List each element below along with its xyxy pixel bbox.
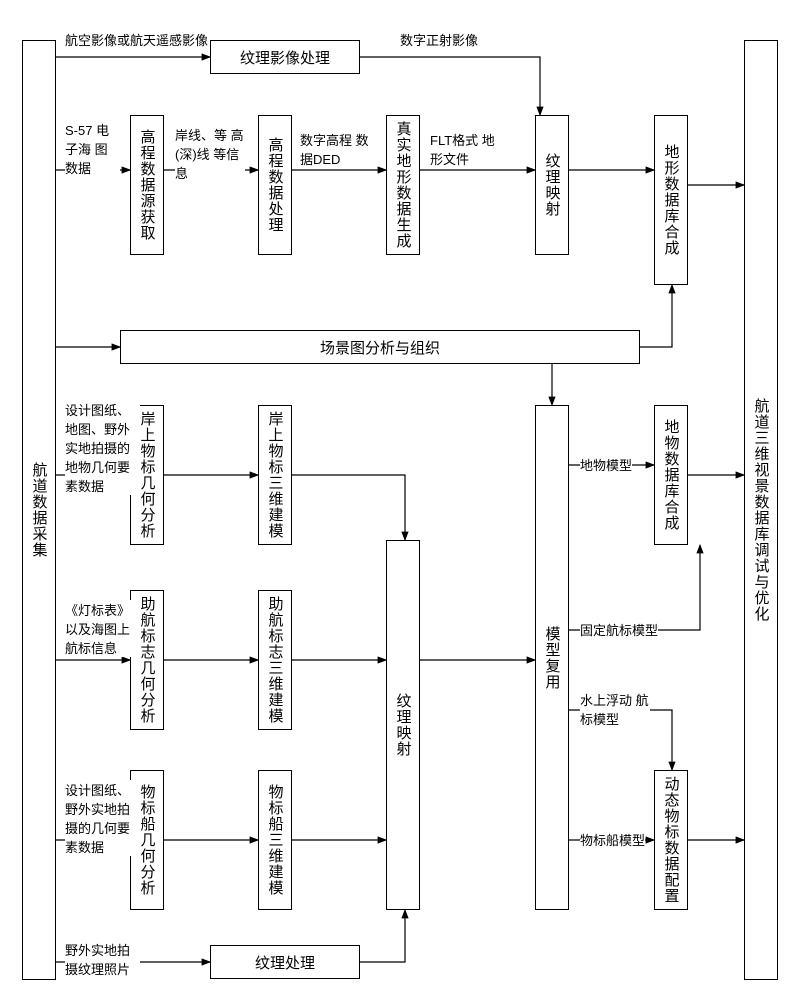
box-label-shore_3d: 岸上物标三维建模 — [265, 411, 286, 539]
arrow — [360, 910, 405, 962]
box-out: 航道三维视景数据库调试与优化 — [744, 40, 778, 980]
arrow — [360, 57, 540, 115]
box-ship_3d: 物标船三维建模 — [258, 770, 292, 910]
label-l_ortho: 数字正射影像 — [400, 30, 478, 49]
box-feat_db: 地物数据库合成 — [654, 405, 688, 545]
box-label-nav_3d: 助航标志三维建模 — [265, 596, 286, 724]
box-texhandle: 纹理处理 — [210, 945, 360, 979]
label-l_fixed: 固定航标模型 — [580, 620, 658, 639]
box-label-out: 航道三维视景数据库调试与优化 — [751, 398, 772, 622]
box-elev_src: 高程数据源获取 — [130, 115, 164, 255]
box-label-texmap2: 纹理映射 — [393, 693, 414, 757]
label-l_feat: 地物模型 — [580, 455, 632, 474]
box-label-feat_db: 地物数据库合成 — [661, 419, 682, 531]
label-l_photo: 野外实地拍 摄纹理照片 — [65, 940, 140, 978]
arrow — [292, 475, 405, 540]
box-src: 航道数据采集 — [22, 40, 56, 980]
box-dyn_cfg: 动态物标数据配置 — [654, 770, 688, 910]
box-terr_gen: 真实地形数据生成 — [386, 115, 420, 255]
label-l_contour: 岸线、等 高(深)线 等信息 — [175, 125, 245, 182]
box-label-terr_db: 地形数据库合成 — [661, 144, 682, 256]
box-texmap2: 纹理映射 — [386, 540, 420, 910]
label-l_shipm: 物标船模型 — [580, 830, 645, 849]
label-l_float: 水上浮动 航标模型 — [580, 690, 650, 728]
box-reuse: 模型复用 — [535, 405, 569, 910]
label-l_s57: S-57 电子海 图数据 — [65, 120, 120, 177]
label-l_aerial: 航空影像或航天遥感影像 — [65, 30, 208, 49]
box-nav_3d: 助航标志三维建模 — [258, 590, 292, 730]
box-terr_db: 地形数据库合成 — [654, 115, 688, 285]
box-shore_3d: 岸上物标三维建模 — [258, 405, 292, 545]
label-l_light: 《灯标表》 以及海图上 航标信息 — [65, 600, 140, 657]
label-l_flt: FLT格式 地形文件 — [430, 130, 500, 168]
box-label-ship_3d: 物标船三维建模 — [265, 784, 286, 896]
box-elev_proc: 高程数据处理 — [258, 115, 292, 255]
box-label-elev_src: 高程数据源获取 — [137, 129, 158, 241]
box-label-src: 航道数据采集 — [29, 462, 50, 558]
box-label-texhandle: 纹理处理 — [251, 950, 319, 975]
box-label-texmap1: 纹理映射 — [542, 153, 563, 217]
box-texmap1: 纹理映射 — [535, 115, 569, 255]
box-label-texproc: 纹理影像处理 — [236, 45, 334, 70]
box-label-dyn_cfg: 动态物标数据配置 — [661, 776, 682, 904]
box-label-elev_proc: 高程数据处理 — [265, 137, 286, 233]
label-l_ship: 设计图纸、 野外实地拍 摄的几何要 素数据 — [65, 780, 140, 856]
label-l_design: 设计图纸、 地图、野外 实地拍摄的 地物几何要 素数据 — [65, 400, 140, 495]
label-l_ded: 数字高程 数据DED — [300, 130, 370, 168]
box-texproc: 纹理影像处理 — [210, 40, 360, 74]
box-label-reuse: 模型复用 — [542, 626, 563, 690]
arrow — [640, 285, 672, 347]
diagram-canvas: 航道数据采集 航道三维视景数据库调试与优化 纹理影像处理高程数据源获取 高程数据处理 真… — [0, 0, 800, 1000]
box-label-terr_gen: 真实地形数据生成 — [393, 121, 414, 249]
arrow — [569, 545, 700, 630]
box-label-scene: 场景图分析与组织 — [316, 335, 444, 360]
box-scene: 场景图分析与组织 — [120, 330, 640, 364]
